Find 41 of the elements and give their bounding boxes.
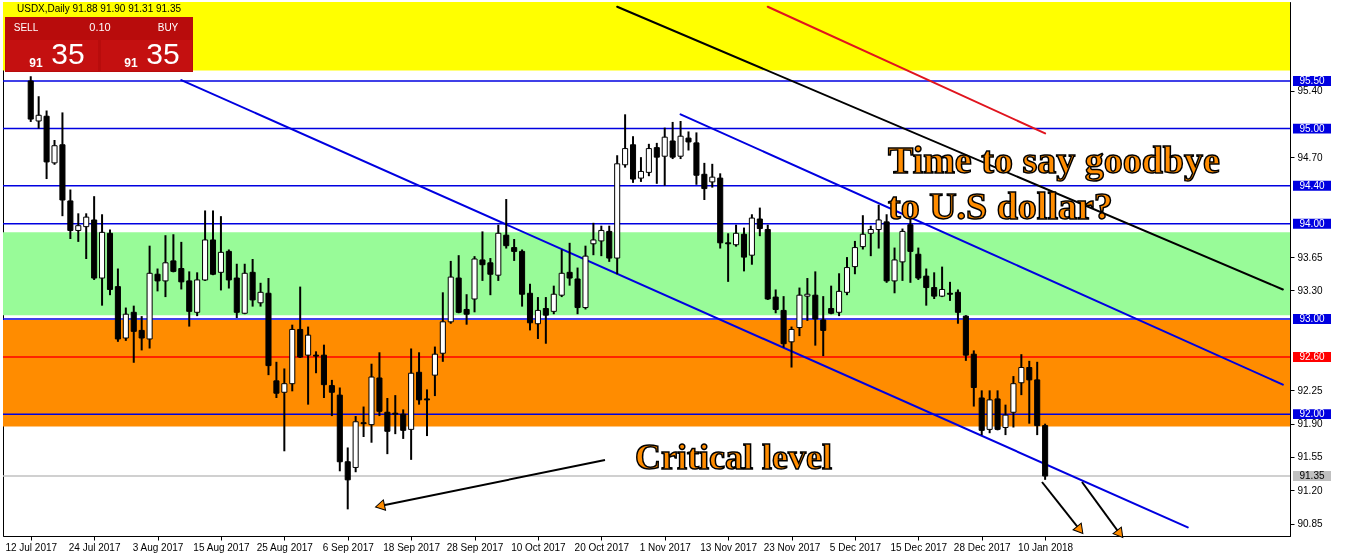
ref-line-label: 92.00 (1299, 408, 1325, 420)
annotation: SELL (13, 22, 39, 33)
y-tick-label: 91.90 (1297, 418, 1323, 430)
x-tick-label: 12 Jul 2017 (5, 541, 58, 553)
x-tick-label: 13 Nov 2017 (700, 541, 758, 553)
x-tick-label: 25 Aug 2017 (256, 541, 314, 553)
ref-line-label: 95.50 (1299, 75, 1325, 87)
x-tick-label: 10 Jan 2018 (1018, 541, 1074, 553)
ref-line-label: 94.00 (1299, 217, 1325, 229)
x-tick-label: 15 Dec 2017 (890, 541, 948, 553)
x-tick-label: 10 Oct 2017 (511, 541, 567, 553)
y-tick-label: 93.65 (1297, 251, 1323, 263)
y-tick-label: 91.55 (1297, 451, 1323, 463)
ref-line-label: 93.00 (1299, 312, 1325, 324)
annotation: BUY (157, 22, 179, 33)
x-tick-label: 28 Dec 2017 (953, 541, 1012, 553)
x-tick-label: 18 Sep 2017 (383, 541, 441, 553)
chart-title: USDX,Daily 91.88 91.90 91.31 91.35 (17, 3, 182, 14)
annotation: 91 35 (124, 37, 180, 70)
y-tick-label: 94.70 (1297, 151, 1323, 163)
y-tick-label: 93.30 (1297, 284, 1323, 296)
x-tick-label: 28 Sep 2017 (446, 541, 504, 553)
y-tick-label: 90.85 (1297, 518, 1323, 530)
x-tick-label: 24 Jul 2017 (68, 541, 121, 553)
annotation: Critical level (635, 437, 832, 477)
y-tick-label: 91.20 (1297, 484, 1323, 496)
ref-line-label: 91.35 (1299, 470, 1325, 482)
y-tick-label: 95.40 (1297, 85, 1323, 97)
x-tick-label: 5 Dec 2017 (829, 541, 882, 553)
ref-line-label: 92.60 (1299, 351, 1325, 363)
x-tick-label: 23 Nov 2017 (763, 541, 821, 553)
x-tick-label: 6 Sep 2017 (322, 541, 375, 553)
ref-line-label: 94.40 (1299, 179, 1325, 191)
x-tick-label: 20 Oct 2017 (574, 541, 630, 553)
annotation: 91 35 (29, 37, 85, 70)
x-tick-label: 1 Nov 2017 (639, 541, 692, 553)
x-tick-label: 15 Aug 2017 (193, 541, 250, 553)
annotation: 0.10 (89, 21, 111, 33)
y-tick-label: 92.25 (1297, 384, 1323, 396)
x-tick-label: 3 Aug 2017 (132, 541, 184, 553)
ref-line-label: 95.00 (1299, 122, 1325, 134)
